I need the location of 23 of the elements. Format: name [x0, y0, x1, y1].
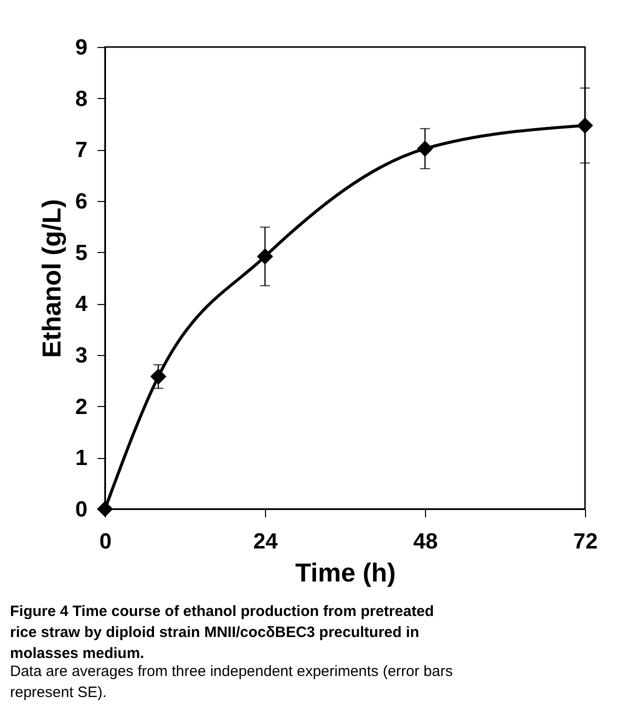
x-tick-label: 0	[99, 528, 112, 554]
y-tick-label: 6	[75, 188, 88, 214]
y-tick-label: 3	[75, 342, 88, 368]
y-tick-label: 8	[75, 86, 88, 111]
y-tick-label: 5	[75, 240, 88, 265]
point	[256, 248, 274, 264]
point	[416, 140, 434, 157]
y-tick-label: 1	[75, 445, 88, 470]
x-axis-title: Time (h)	[295, 558, 396, 588]
y-axis-title: Ethanol (g/L)	[36, 199, 66, 358]
y-tick-label: 2	[75, 394, 88, 419]
y-tick-label: 4	[75, 291, 88, 316]
x-tick-label: 72	[573, 528, 598, 554]
point	[576, 117, 594, 134]
point	[150, 368, 166, 385]
y-tick-label: 9	[75, 34, 88, 60]
y-tick-label: 0	[75, 496, 88, 522]
caption: Figure 4 Time course of ethanol production from pretreated rice straw by diploid strain MNII/cocδBEC3 precultured in molasses medium.	[10, 603, 434, 662]
x-tick-label: 24	[253, 528, 278, 554]
text: Data are averages from three independent experiments (error bars represent SE).	[10, 663, 453, 701]
y-tick-label: 7	[75, 137, 88, 162]
point	[96, 500, 114, 518]
x-tick-label: 48	[413, 528, 438, 554]
